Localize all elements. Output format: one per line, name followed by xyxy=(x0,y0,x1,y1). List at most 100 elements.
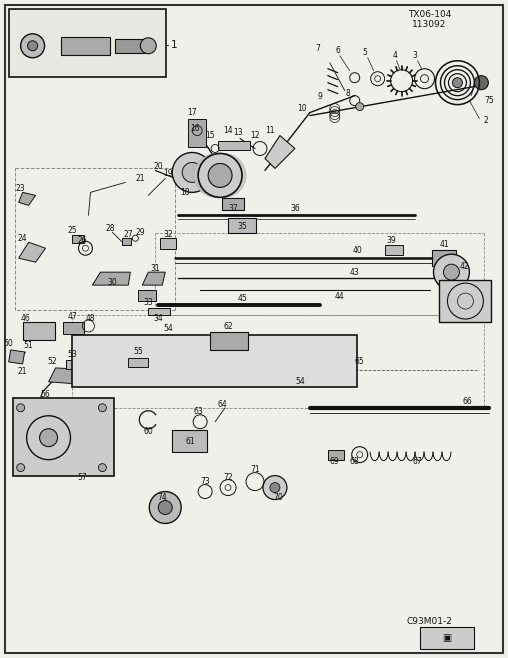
Circle shape xyxy=(17,464,24,472)
Bar xyxy=(138,290,156,301)
Text: 19: 19 xyxy=(164,169,173,178)
Text: 30: 30 xyxy=(108,278,117,287)
Text: 1: 1 xyxy=(171,39,177,50)
Text: 6: 6 xyxy=(335,46,340,55)
Text: 31: 31 xyxy=(150,264,160,272)
Text: 42: 42 xyxy=(460,262,469,270)
Polygon shape xyxy=(142,272,165,285)
Text: ▣: ▣ xyxy=(442,633,451,643)
Circle shape xyxy=(474,76,488,89)
Text: 66: 66 xyxy=(463,397,472,406)
Text: 73: 73 xyxy=(200,477,210,486)
Bar xyxy=(9,9,166,77)
Circle shape xyxy=(433,254,469,290)
Bar xyxy=(188,118,206,147)
Bar xyxy=(73,335,357,387)
Bar xyxy=(148,308,170,315)
Text: TX06-104: TX06-104 xyxy=(408,11,451,19)
Text: 56: 56 xyxy=(41,390,50,399)
Text: 69: 69 xyxy=(330,457,340,466)
Text: 61: 61 xyxy=(185,437,195,446)
Text: 27: 27 xyxy=(123,230,133,239)
Text: 47: 47 xyxy=(68,311,77,320)
Bar xyxy=(385,245,403,255)
Text: 25: 25 xyxy=(68,226,77,235)
Text: 11: 11 xyxy=(265,126,275,135)
Circle shape xyxy=(194,153,238,197)
Text: 72: 72 xyxy=(223,473,233,482)
Circle shape xyxy=(453,78,462,88)
Bar xyxy=(228,218,256,234)
Text: 57: 57 xyxy=(78,473,87,482)
Text: 2: 2 xyxy=(484,116,489,125)
Text: 40: 40 xyxy=(353,245,363,255)
Text: 41: 41 xyxy=(439,240,449,249)
Bar xyxy=(66,360,81,369)
Polygon shape xyxy=(19,192,36,205)
Bar xyxy=(62,322,84,334)
Bar xyxy=(73,236,84,243)
Text: 52: 52 xyxy=(48,357,57,367)
Text: 74: 74 xyxy=(157,493,167,502)
Text: 15: 15 xyxy=(205,131,215,140)
Text: 51: 51 xyxy=(24,342,34,351)
Circle shape xyxy=(270,482,280,493)
Bar xyxy=(420,627,474,649)
Text: 54: 54 xyxy=(164,324,173,332)
Text: 39: 39 xyxy=(387,236,397,245)
Bar xyxy=(13,398,114,476)
Circle shape xyxy=(172,153,212,192)
Text: 44: 44 xyxy=(335,291,344,301)
Text: 33: 33 xyxy=(143,297,153,307)
Text: 34: 34 xyxy=(153,313,163,322)
Text: 65: 65 xyxy=(355,357,365,367)
Text: 8: 8 xyxy=(345,89,350,98)
Circle shape xyxy=(356,103,364,111)
Bar xyxy=(172,430,207,451)
Text: 55: 55 xyxy=(134,347,143,357)
Text: 36: 36 xyxy=(290,204,300,213)
Text: 23: 23 xyxy=(16,184,25,193)
Text: 70: 70 xyxy=(273,493,283,502)
Polygon shape xyxy=(265,136,295,168)
Text: 48: 48 xyxy=(86,313,96,322)
Text: 37: 37 xyxy=(228,204,238,213)
Bar xyxy=(160,238,176,249)
Text: 32: 32 xyxy=(164,230,173,239)
Bar xyxy=(431,250,457,266)
Text: 18: 18 xyxy=(180,188,190,197)
Circle shape xyxy=(200,153,244,197)
Circle shape xyxy=(202,153,246,197)
Bar xyxy=(129,358,148,367)
Text: 26: 26 xyxy=(78,236,87,245)
Polygon shape xyxy=(92,272,131,285)
Polygon shape xyxy=(9,350,24,364)
Text: 28: 28 xyxy=(106,224,115,233)
Circle shape xyxy=(140,38,156,54)
Text: 13: 13 xyxy=(233,128,243,137)
Circle shape xyxy=(263,476,287,499)
Text: 45: 45 xyxy=(237,293,247,303)
Text: 10: 10 xyxy=(297,104,307,113)
Text: 12: 12 xyxy=(250,131,260,140)
Circle shape xyxy=(208,163,232,188)
Polygon shape xyxy=(19,242,46,262)
Text: 60: 60 xyxy=(143,427,153,436)
Text: 63: 63 xyxy=(193,407,203,417)
Text: 29: 29 xyxy=(136,228,145,237)
Text: 21: 21 xyxy=(136,174,145,183)
Text: 16: 16 xyxy=(190,124,200,133)
Text: 3: 3 xyxy=(412,51,417,61)
Text: 50: 50 xyxy=(4,340,14,349)
Bar xyxy=(222,198,244,211)
Text: 75: 75 xyxy=(485,96,494,105)
Text: 62: 62 xyxy=(223,322,233,330)
Text: 9: 9 xyxy=(318,92,322,101)
Bar xyxy=(60,37,110,55)
Circle shape xyxy=(40,429,57,447)
Circle shape xyxy=(198,153,242,197)
Text: 71: 71 xyxy=(250,465,260,474)
Text: C93M01-2: C93M01-2 xyxy=(406,617,453,626)
Circle shape xyxy=(443,264,459,280)
Circle shape xyxy=(198,153,242,197)
